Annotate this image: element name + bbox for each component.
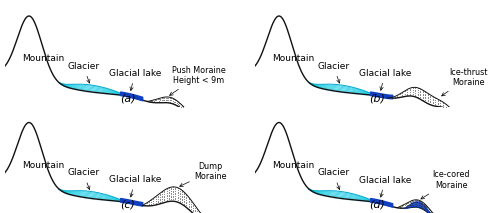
Text: (a): (a) — [120, 93, 136, 103]
Text: Glacier: Glacier — [68, 168, 100, 190]
Text: Mountain: Mountain — [272, 54, 314, 63]
Text: Dump
Moraine: Dump Moraine — [180, 162, 227, 186]
Text: Glacier: Glacier — [318, 62, 350, 83]
Text: Ice-thrust
Moraine: Ice-thrust Moraine — [442, 68, 488, 96]
Text: Mountain: Mountain — [22, 161, 64, 170]
Text: Mountain: Mountain — [22, 54, 64, 63]
Text: (d): (d) — [370, 200, 386, 210]
Text: Glacial lake: Glacial lake — [358, 69, 411, 90]
Text: (c): (c) — [120, 200, 135, 210]
Text: Glacier: Glacier — [318, 168, 350, 190]
Text: Glacial lake: Glacial lake — [108, 175, 161, 197]
Text: Glacial lake: Glacial lake — [358, 176, 411, 197]
Text: Glacier: Glacier — [68, 62, 100, 83]
Text: Glacial lake: Glacial lake — [108, 69, 161, 91]
Text: (b): (b) — [370, 93, 386, 103]
Text: Ice-cored
Moraine: Ice-cored Moraine — [421, 170, 470, 199]
Text: Push Moraine
Height < 9m: Push Moraine Height < 9m — [170, 66, 226, 95]
Text: Mountain: Mountain — [272, 161, 314, 170]
